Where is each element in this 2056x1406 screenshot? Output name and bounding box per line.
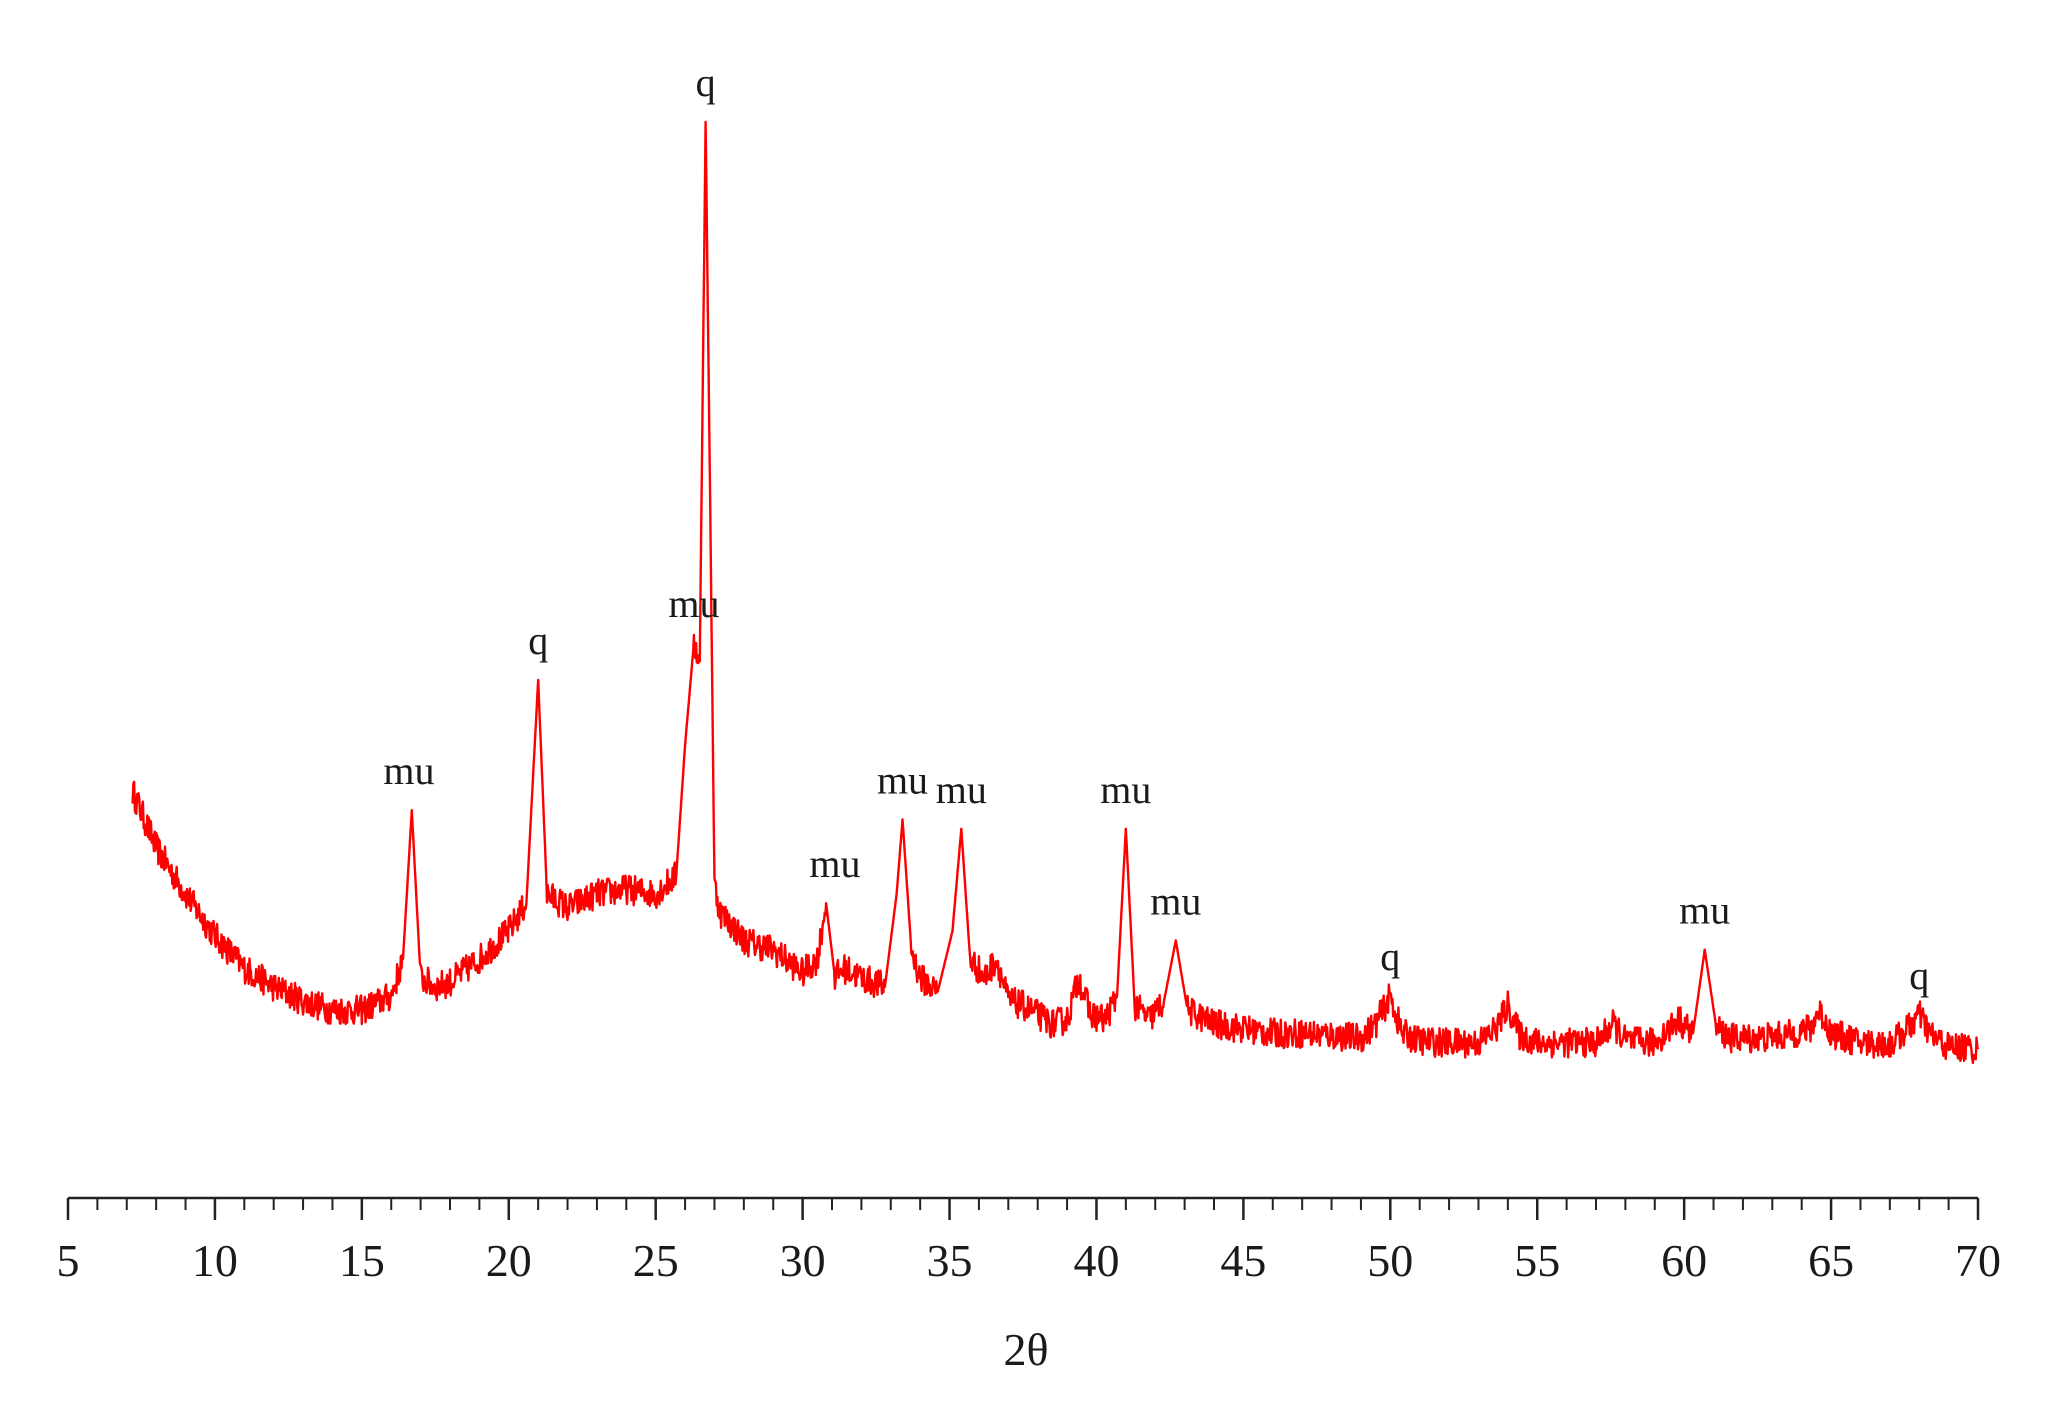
- peak-label-q: q: [696, 60, 716, 105]
- x-tick-label: 15: [339, 1235, 385, 1286]
- peak-label-mu: mu: [809, 841, 860, 886]
- x-tick-label: 20: [486, 1235, 532, 1286]
- x-tick-label: 5: [57, 1235, 80, 1286]
- x-tick-label: 35: [927, 1235, 973, 1286]
- peak-label-mu: mu: [1150, 878, 1201, 923]
- x-axis-title: 2θ: [1003, 1324, 1048, 1375]
- peak-label-q: q: [528, 618, 548, 663]
- peak-label-mu: mu: [936, 767, 987, 812]
- x-tick-label: 10: [192, 1235, 238, 1286]
- peak-label-q: q: [1909, 953, 1929, 998]
- peak-label-mu: mu: [383, 748, 434, 793]
- x-tick-label: 60: [1661, 1235, 1707, 1286]
- peak-label-mu: mu: [668, 581, 719, 626]
- x-tick-label: 30: [780, 1235, 826, 1286]
- x-tick-label: 25: [633, 1235, 679, 1286]
- peak-label-mu: mu: [877, 758, 928, 803]
- x-tick-label: 70: [1955, 1235, 2001, 1286]
- peak-label-mu: mu: [1679, 888, 1730, 933]
- x-tick-label: 65: [1808, 1235, 1854, 1286]
- x-tick-label: 45: [1220, 1235, 1266, 1286]
- peak-label-q: q: [1380, 934, 1400, 979]
- x-tick-label: 50: [1367, 1235, 1413, 1286]
- x-tick-label: 40: [1073, 1235, 1119, 1286]
- series-line-0: [131, 120, 1980, 1065]
- peak-label-mu: mu: [1100, 767, 1151, 812]
- x-axis: 5 10 15 20 25 30 35 40 45 50 55 60 65 70: [57, 1196, 2001, 1286]
- x-tick-label: 55: [1514, 1235, 1560, 1286]
